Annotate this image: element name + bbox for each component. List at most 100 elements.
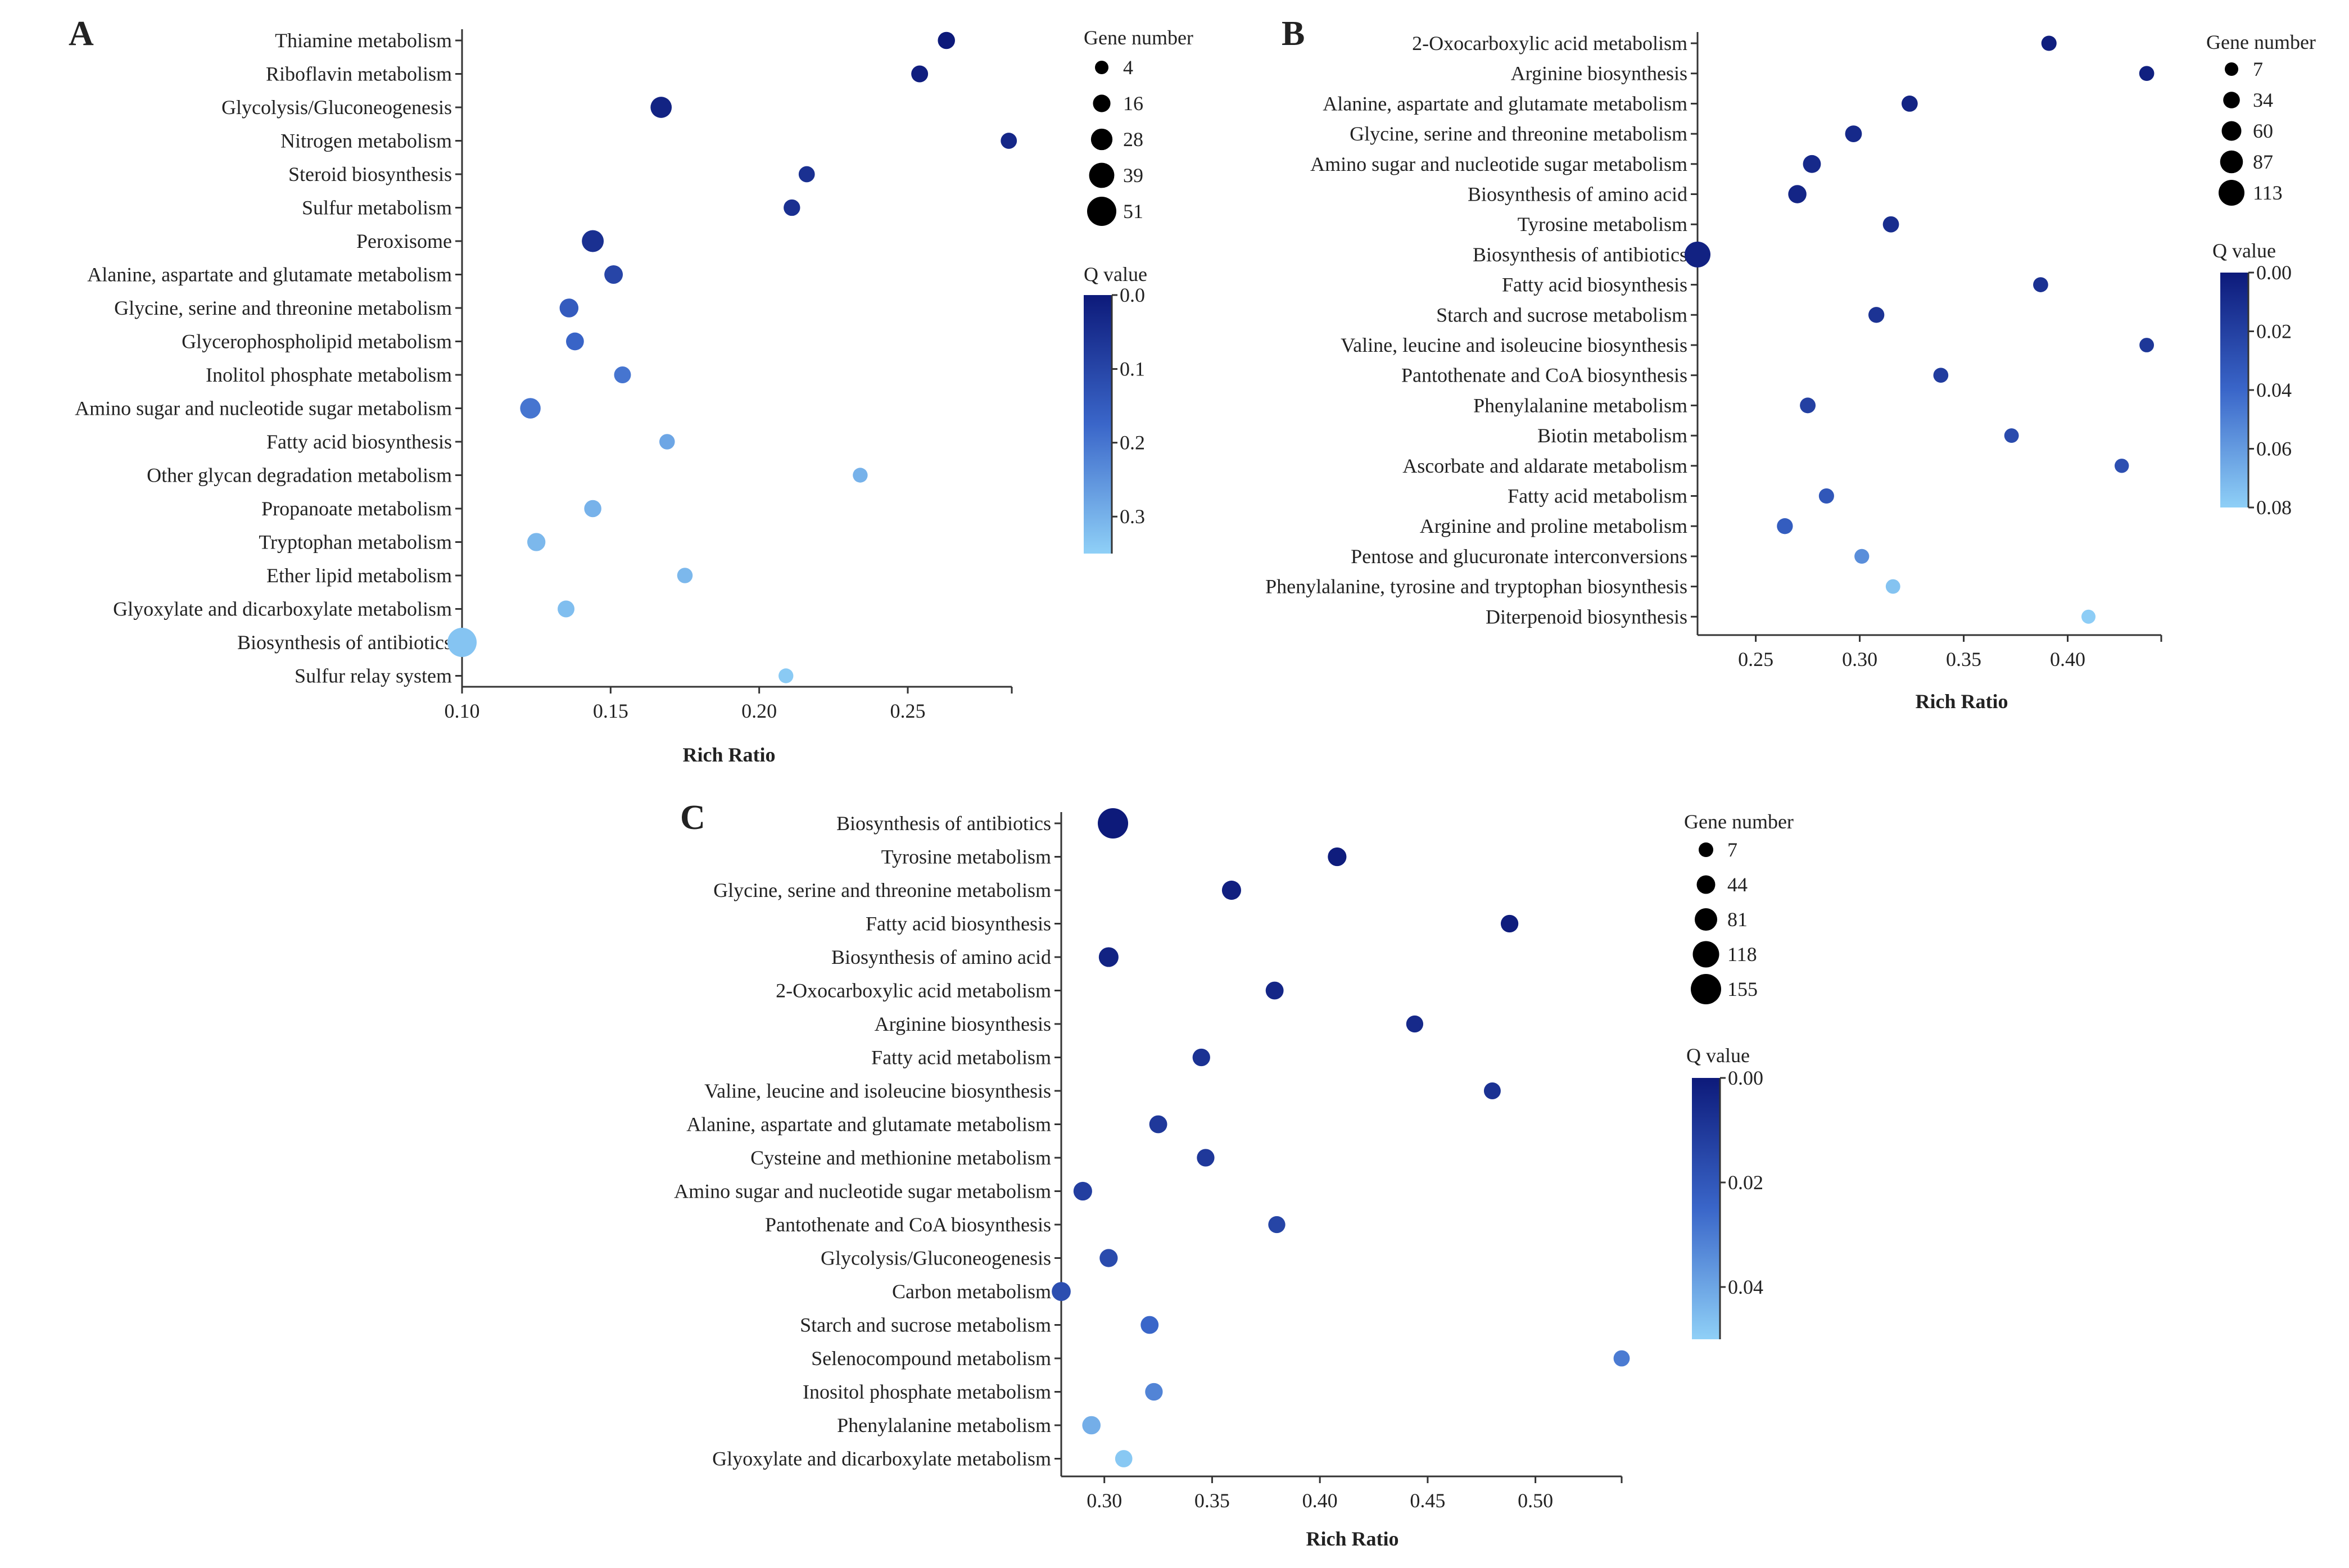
panel-b-color-legend: Q value 0.00 0.02 0.04 0.06 0.08 <box>2212 239 2292 519</box>
panel-c-point-selenocompound-metabolism <box>1613 1350 1630 1367</box>
panel-c-x-tick-label: 0.40 <box>1302 1489 1338 1512</box>
panel-a-label-alanine-aspartate-and-glutamate-metabolism: Alanine, aspartate and glutamate metabol… <box>87 264 452 286</box>
panel-c-size-legend-dot <box>1695 908 1717 931</box>
panel-b-label-arginine-biosynthesis: Arginine biosynthesis <box>1511 62 1687 85</box>
panel-a-letter: A <box>69 15 94 53</box>
panel-c-point-biosynthesis-of-antibiotics <box>1098 808 1129 839</box>
panel-a-point-thiamine-metabolism <box>938 31 955 49</box>
panel-c-point-amino-sugar-and-nucleotide-sugar-metabolism <box>1073 1181 1092 1201</box>
panel-b-label-2-oxocarboxylic-acid-metabolism: 2-Oxocarboxylic acid metabolism <box>1412 32 1687 55</box>
panel-b-point-tyrosine-metabolism <box>1882 216 1899 233</box>
panel-a-label-thiamine-metabolism: Thiamine metabolism <box>275 29 452 52</box>
panel-b-color-legend-title: Q value <box>2212 239 2276 262</box>
panel-c-size-legend-label: 81 <box>1727 908 1748 931</box>
panel-b-size-legend-label: 87 <box>2253 151 2273 173</box>
panel-b-colorbar-tick-label: 0.08 <box>2256 496 2292 519</box>
panel-c-point-glycine-serine-and-threonine-metabolism <box>1221 880 1242 900</box>
panel-a-label-riboflavin-metabolism: Riboflavin metabolism <box>266 63 452 85</box>
panel-a-size-legend-label: 28 <box>1123 128 1143 151</box>
panel-c-point-2-oxocarboxylic-acid-metabolism <box>1265 981 1284 1000</box>
panel-a-size-legend-dot <box>1093 94 1111 112</box>
panel-c-x-tick-label: 0.45 <box>1410 1489 1445 1512</box>
panel-a-point-glycolysis-gluconeogenesis <box>650 97 672 118</box>
panel-c-x-tick-label: 0.30 <box>1087 1489 1122 1512</box>
panel-c-label-biosynthesis-of-amino-acid: Biosynthesis of amino acid <box>831 946 1051 968</box>
panel-b-label-fatty-acid-metabolism: Fatty acid metabolism <box>1508 485 1687 507</box>
panel-a-point-ether-lipid-metabolism <box>677 568 693 583</box>
panel-b: B 0.25 0.30 0.35 0.40 2-Oxocarboxylic acid m… <box>1265 15 2316 713</box>
panel-c-label-pantothenate-and-coa-biosynthesis: Pantothenate and CoA biosynthesis <box>765 1213 1051 1236</box>
panel-a-x-axis-title: Rich Ratio <box>683 744 776 766</box>
panel-c-size-legend-label: 7 <box>1727 839 1737 861</box>
panel-c-label-alanine-aspartate-and-glutamate-metabolism: Alanine, aspartate and glutamate metabol… <box>686 1113 1051 1136</box>
panel-a-point-tryptophan-metabolism <box>527 533 546 551</box>
panel-c-size-legend: Gene number 7 44 81 118 155 <box>1684 810 1794 1004</box>
panel-c-point-cysteine-and-methionine-metabolism <box>1197 1149 1215 1167</box>
panel-b-size-legend-title: Gene number <box>2206 31 2316 53</box>
panel-b-colorbar <box>2220 273 2248 507</box>
panel-b-label-valine-leucine-and-isoleucine-biosynthesis: Valine, leucine and isoleucine biosynthe… <box>1341 334 1687 356</box>
panel-a-label-sulfur-metabolism: Sulfur metabolism <box>302 197 452 219</box>
panel-a-x-tick-label: 0.25 <box>890 700 925 722</box>
panel-a-size-legend-title: Gene number <box>1084 26 1193 49</box>
panel-c-colorbar-tick-label: 0.02 <box>1728 1171 1763 1194</box>
panel-a-size-legend-label: 4 <box>1123 56 1133 79</box>
panel-b-point-amino-sugar-and-nucleotide-sugar-metabolism <box>1803 155 1821 173</box>
panel-c-colorbar-tick-label: 0.04 <box>1728 1276 1763 1298</box>
panel-a-point-other-glycan-degradation-metabolism <box>853 468 868 483</box>
panel-b-point-starch-and-sucrose-metabolism <box>1868 307 1885 323</box>
panel-c-size-legend-dot <box>1692 941 1719 968</box>
panel-b-label-biosynthesis-of-antibiotics: Biosynthesis of antibiotics <box>1473 243 1687 266</box>
panel-c-label-inositol-phosphate-metabolism: Inositol phosphate metabolism <box>803 1381 1051 1403</box>
panel-b-size-legend-dot <box>2219 180 2244 206</box>
panel-b-label-ascorbate-and-aldarate-metabolism: Ascorbate and aldarate metabolism <box>1402 455 1687 477</box>
panel-b-point-arginine-biosynthesis <box>2139 66 2155 81</box>
panel-a-point-inolitol-phosphate-metabolism <box>614 366 631 383</box>
panel-a-point-glycerophospholipid-metabolism <box>566 332 584 351</box>
panel-b-size-legend-label: 7 <box>2253 58 2263 80</box>
panel-a-plot: 0.10 0.15 0.20 0.25 Thiamine metabolism Ribof… <box>75 29 1017 722</box>
panel-a-colorbar <box>1084 295 1112 554</box>
panel-a-label-glycine-serine-and-threonine-metabolism: Glycine, serine and threonine metabolism <box>114 297 452 319</box>
panel-c-label-valine-leucine-and-isoleucine-biosynthesis: Valine, leucine and isoleucine biosynthe… <box>704 1080 1051 1102</box>
panel-a-label-fatty-acid-biosynthesis: Fatty acid biosynthesis <box>266 430 452 453</box>
panel-a-point-fatty-acid-biosynthesis <box>659 434 675 450</box>
panel-b-size-legend-dot <box>2221 121 2242 141</box>
panel-c-point-arginine-biosynthesis <box>1406 1015 1424 1033</box>
panel-c-label-2-oxocarboxylic-acid-metabolism: 2-Oxocarboxylic acid metabolism <box>776 980 1051 1002</box>
panel-c-plot: 0.30 0.35 0.40 0.45 0.50 Biosynthesis of anti… <box>674 808 1630 1512</box>
panel-a-size-legend-dot <box>1087 197 1116 226</box>
panel-a-color-legend: Q value 0.0 0.1 0.2 0.3 <box>1084 263 1147 554</box>
panel-b-label-amino-sugar-and-nucleotide-sugar-metabolism: Amino sugar and nucleotide sugar metabol… <box>1310 153 1687 175</box>
panel-b-point-biosynthesis-of-antibiotics <box>1685 241 1710 268</box>
panel-c-label-phenylalanine-metabolism: Phenylalanine metabolism <box>837 1414 1051 1436</box>
panel-c-point-tyrosine-metabolism <box>1328 847 1347 867</box>
panel-a-point-propanoate-metabolism <box>584 500 601 518</box>
panel-a-label-other-glycan-degradation-metabolism: Other glycan degradation metabolism <box>147 464 452 487</box>
panel-c-point-pantothenate-and-coa-biosynthesis <box>1268 1216 1286 1234</box>
panel-c-label-starch-and-sucrose-metabolism: Starch and sucrose metabolism <box>800 1314 1051 1336</box>
panel-a-label-ether-lipid-metabolism: Ether lipid metabolism <box>266 564 452 587</box>
panel-c-label-glyoxylate-and-dicarboxylate-metabolism: Glyoxylate and dicarboxylate metabolism <box>712 1448 1051 1470</box>
panel-b-label-tyrosine-metabolism: Tyrosine metabolism <box>1518 213 1687 235</box>
panel-b-label-arginine-and-proline-metabolism: Arginine and proline metabolism <box>1420 515 1687 537</box>
panel-a-point-riboflavin-metabolism <box>911 65 929 83</box>
panel-c-label-biosynthesis-of-antibiotics: Biosynthesis of antibiotics <box>836 812 1051 835</box>
panel-c-size-legend-label: 44 <box>1727 873 1748 896</box>
panel-a-label-inolitol-phosphate-metabolism: Inolitol phosphate metabolism <box>206 364 452 386</box>
panel-b-size-legend-label: 60 <box>2253 120 2273 142</box>
panel-b-label-biosynthesis-of-amino-acid: Biosynthesis of amino acid <box>1468 183 1687 206</box>
panel-b-label-diterpenoid-biosynthesis: Diterpenoid biosynthesis <box>1486 605 1687 628</box>
panel-a-size-legend-label: 51 <box>1123 200 1143 223</box>
panel-c-label-glycolysis-gluconeogenesis: Glycolysis/Gluconeogenesis <box>821 1247 1051 1270</box>
panel-b-label-pentose-and-glucuronate-interconversions: Pentose and glucuronate interconversions <box>1351 545 1687 568</box>
panel-a-label-glycerophospholipid-metabolism: Glycerophospholipid metabolism <box>182 330 452 353</box>
panel-b-point-arginine-and-proline-metabolism <box>1777 518 1793 534</box>
panel-b-x-tick-label: 0.25 <box>1738 648 1773 670</box>
panel-a-size-legend: Gene number 4 16 28 39 51 <box>1084 26 1193 226</box>
panel-c-point-starch-and-sucrose-metabolism <box>1140 1316 1159 1334</box>
panel-b-point-fatty-acid-metabolism <box>1818 488 1834 504</box>
panel-a-size-legend-dot <box>1090 128 1113 151</box>
panel-a-x-tick-label: 0.10 <box>445 700 480 722</box>
panel-a-size-legend-label: 16 <box>1123 92 1143 115</box>
